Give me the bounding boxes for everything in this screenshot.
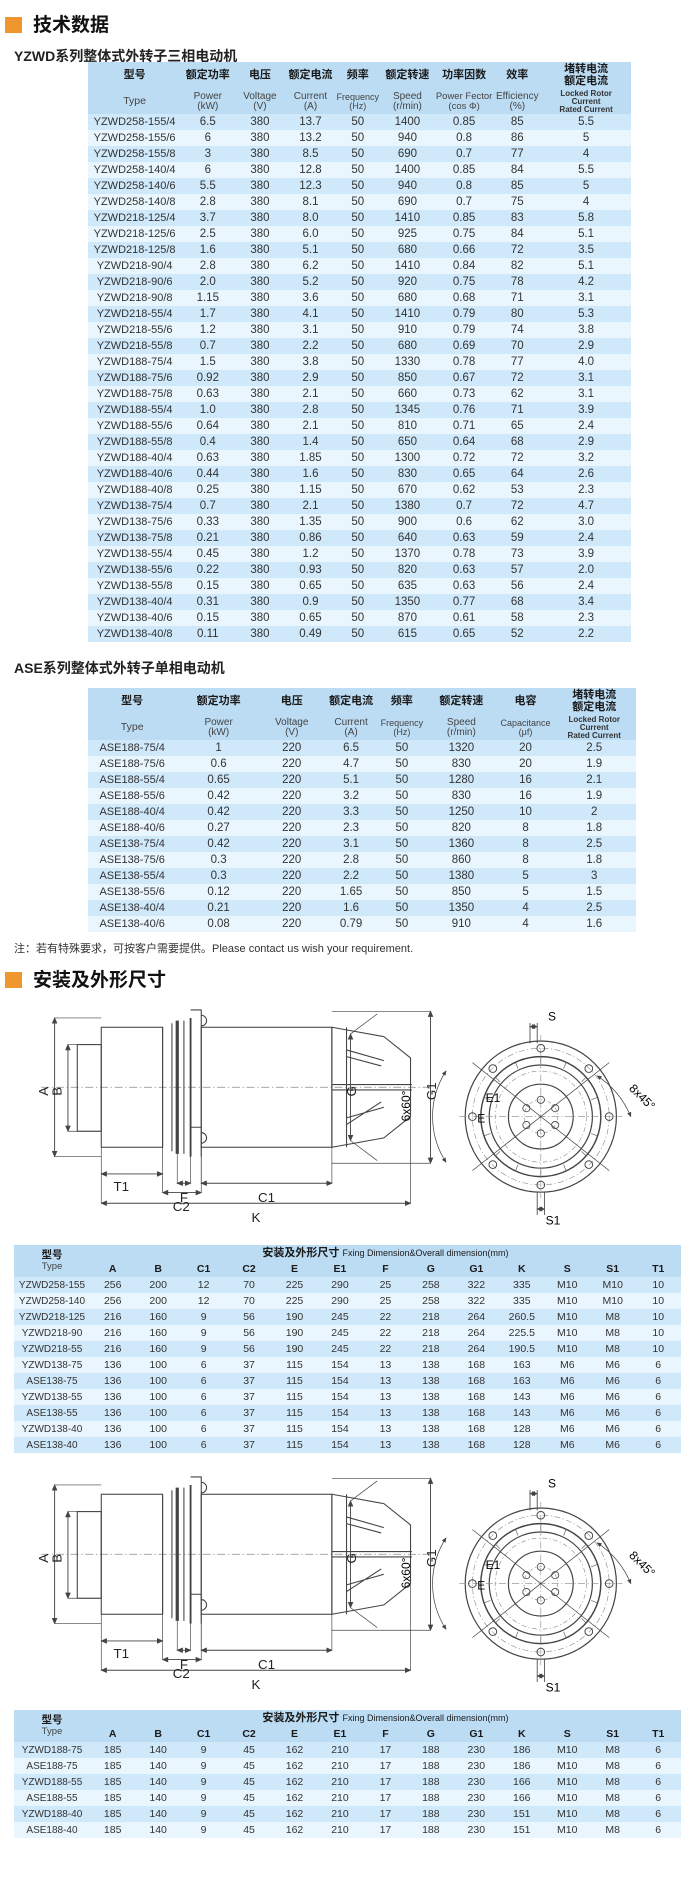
svg-text:6x60°: 6x60° bbox=[399, 1557, 413, 1588]
svg-text:S1: S1 bbox=[546, 1681, 561, 1692]
svg-text:T1: T1 bbox=[113, 1646, 129, 1661]
svg-text:8x45°: 8x45° bbox=[626, 1081, 658, 1113]
svg-text:K: K bbox=[251, 1210, 260, 1225]
svg-text:S: S bbox=[548, 1477, 556, 1491]
svg-text:C1: C1 bbox=[258, 1190, 275, 1205]
svg-text:8x45°: 8x45° bbox=[626, 1548, 658, 1580]
svg-text:C1: C1 bbox=[258, 1657, 275, 1672]
svg-text:C2: C2 bbox=[173, 1199, 190, 1214]
svg-text:S1: S1 bbox=[546, 1214, 561, 1225]
svg-text:K: K bbox=[251, 1677, 260, 1692]
svg-text:E: E bbox=[477, 1579, 485, 1593]
svg-text:C2: C2 bbox=[173, 1666, 190, 1681]
svg-text:E1: E1 bbox=[486, 1558, 501, 1572]
svg-text:B: B bbox=[49, 1087, 64, 1096]
svg-text:T1: T1 bbox=[113, 1179, 129, 1194]
svg-text:E: E bbox=[477, 1112, 485, 1126]
svg-text:E1: E1 bbox=[486, 1091, 501, 1105]
svg-text:G: G bbox=[344, 1086, 359, 1096]
svg-text:B: B bbox=[49, 1554, 64, 1563]
svg-text:S: S bbox=[548, 1010, 556, 1024]
svg-text:G: G bbox=[344, 1553, 359, 1563]
svg-text:6x60°: 6x60° bbox=[399, 1090, 413, 1121]
